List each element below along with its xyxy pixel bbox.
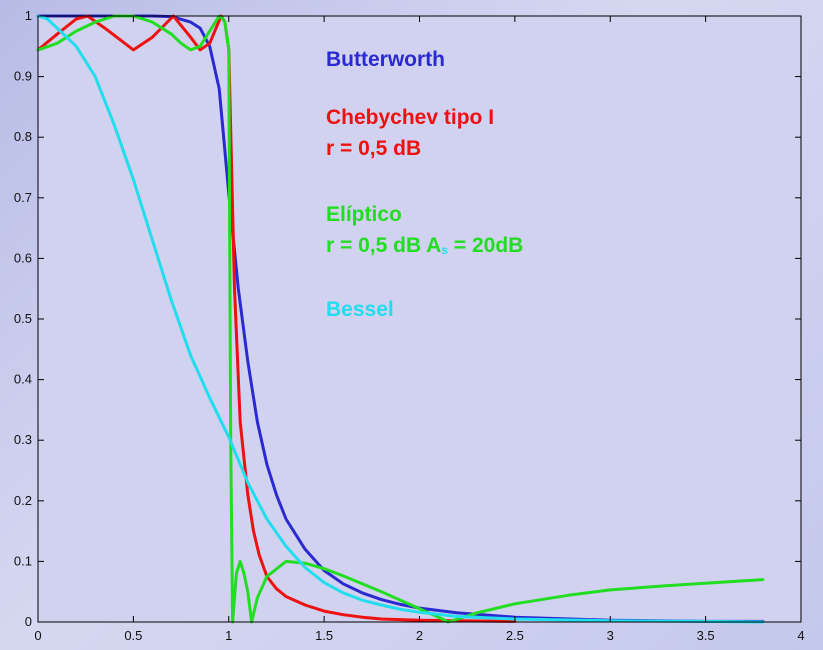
- series-group: [36, 14, 765, 624]
- y-axis: 0 0.1 0.2 0.3 0.4 0.5 0.6 0.7 0.8 0.9 1: [14, 8, 801, 629]
- eliptico-subscript: s: [441, 243, 448, 257]
- x-tick-label: 2: [416, 628, 423, 643]
- label-eliptico-specs: r = 0,5 dB As = 20dB: [326, 234, 523, 257]
- x-tick-label: 1.5: [315, 628, 333, 643]
- series-line-butterworth: [36, 14, 765, 623]
- series-line-chebychev: [36, 14, 517, 623]
- series-line-bessel: [36, 14, 765, 624]
- y-tick-label: 0.1: [14, 553, 32, 568]
- y-tick-label: 0.2: [14, 493, 32, 508]
- x-tick-label: 0: [34, 628, 41, 643]
- y-tick-label: 0: [25, 614, 32, 629]
- x-tick-label: 1: [225, 628, 232, 643]
- y-tick-label: 0.4: [14, 372, 32, 387]
- x-tick-label: 0.5: [124, 628, 142, 643]
- x-axis: 0 0.5 1 1.5 2 2.5 3 3.5 4: [34, 16, 805, 643]
- x-tick-label: 3: [607, 628, 614, 643]
- plot-area: [38, 16, 801, 622]
- y-tick-label: 0.5: [14, 311, 32, 326]
- x-tick-label: 4: [797, 628, 804, 643]
- eliptico-ripple-text: r = 0,5 dB A: [326, 234, 441, 257]
- label-chebychev-ripple: r = 0,5 dB: [326, 137, 421, 160]
- label-bessel: Bessel: [326, 298, 394, 321]
- x-tick-label: 3.5: [697, 628, 715, 643]
- y-tick-label: 0.9: [14, 69, 32, 84]
- label-chebychev: Chebychev tipo I: [326, 106, 494, 129]
- x-tick-label: 2.5: [506, 628, 524, 643]
- eliptico-attenuation-text: = 20dB: [448, 234, 523, 257]
- label-eliptico: Elíptico: [326, 203, 402, 226]
- y-tick-label: 0.7: [14, 190, 32, 205]
- y-tick-label: 0.6: [14, 250, 32, 265]
- label-butterworth: Butterworth: [326, 48, 445, 71]
- y-tick-label: 0.3: [14, 432, 32, 447]
- y-tick-label: 0.8: [14, 129, 32, 144]
- y-tick-label: 1: [25, 8, 32, 23]
